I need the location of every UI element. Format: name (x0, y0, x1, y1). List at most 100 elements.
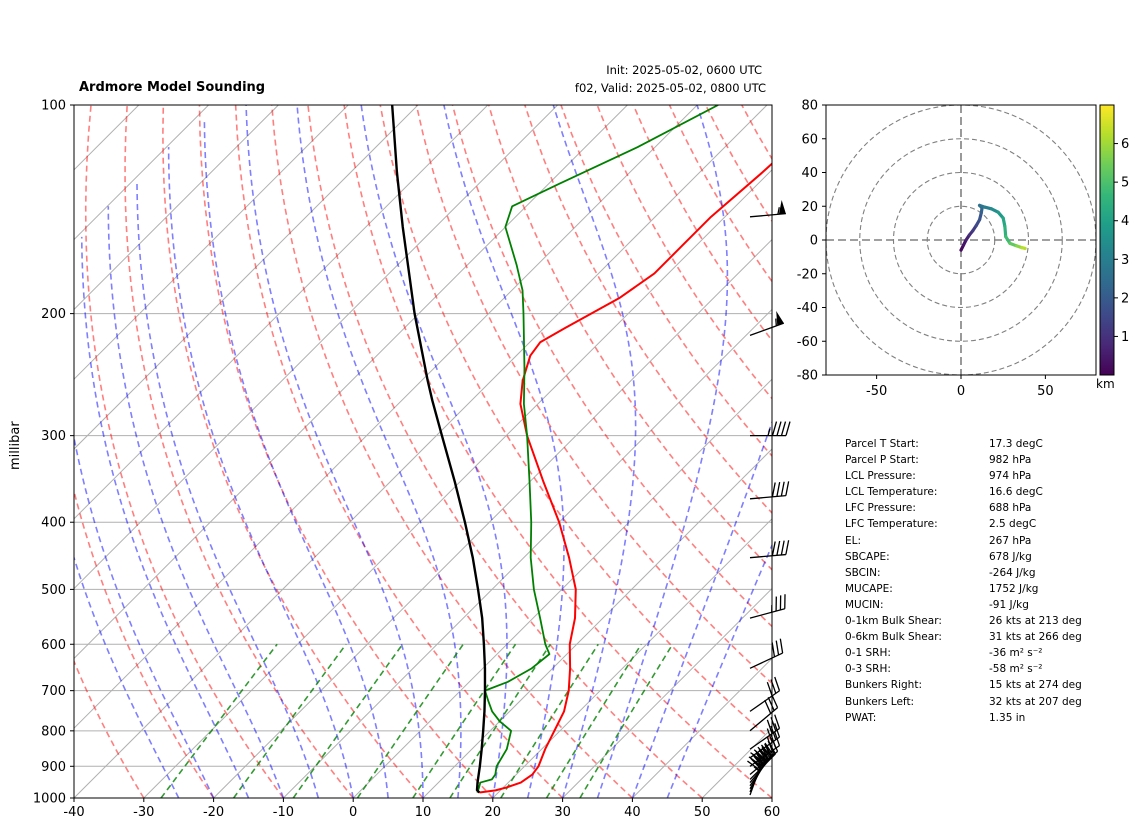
param-value: 1.35 in (989, 711, 1026, 724)
x-tick-label: 50 (694, 805, 711, 820)
y-tick-label: 700 (41, 684, 66, 699)
y-tick-label: 500 (41, 583, 66, 598)
moist-adiabat (296, 105, 462, 798)
mixing-ratio-line (500, 643, 599, 798)
moist-adiabat (74, 433, 215, 798)
hodo-segment (1020, 245, 1027, 251)
wind-barb-full (785, 481, 790, 496)
param-label: 0-6km Bulk Shear: (845, 631, 942, 644)
hodo-y-tick-label: 20 (801, 200, 818, 215)
y-tick-label: 900 (41, 760, 66, 775)
param-label: PWAT: (845, 711, 877, 724)
moist-adiabat (552, 105, 637, 798)
param-value: 17.3 degC (989, 438, 1043, 450)
param-label: Parcel T Start: (845, 438, 919, 450)
param-label: EL: (845, 534, 862, 547)
y-tick-label: 800 (41, 724, 66, 739)
x-tick-label: -30 (133, 805, 154, 820)
param-row: Parcel P Start: 982 hPa (845, 452, 1082, 468)
wind-barb (750, 421, 791, 437)
wind-barb-full (767, 696, 775, 711)
isotherm (74, 105, 279, 311)
isotherm (74, 105, 768, 798)
param-value: 32 kts at 207 deg (989, 695, 1082, 708)
param-label: Bunkers Right: (845, 679, 922, 692)
moist-adiabat (360, 105, 508, 798)
param-label: Bunkers Left: (845, 695, 915, 708)
param-row: SBCIN: -264 J/kg (845, 565, 1082, 581)
x-tick-label: -10 (273, 805, 294, 820)
param-row: 0-3 SRH: -58 m² s⁻² (845, 661, 1082, 677)
param-row: LFC Temperature: 2.5 degC (845, 516, 1082, 532)
param-value: -91 J/kg (989, 598, 1029, 611)
hodo-range-ring (859, 138, 1063, 342)
wind-barb-flag (778, 199, 786, 215)
hodo-x-tick-label: 0 (957, 384, 965, 399)
param-label: Parcel P Start: (845, 454, 919, 467)
param-row: Bunkers Left: 32 kts at 207 deg (845, 694, 1082, 710)
colorbar-tick-label: 5 (1121, 176, 1129, 191)
hodo-plot-area (826, 105, 1096, 375)
wind-barb-half (767, 428, 771, 436)
moist-adiabat (167, 147, 354, 798)
wind-barb-staff (749, 736, 780, 759)
x-tick-label: 40 (624, 805, 641, 820)
param-label: LFC Temperature: (845, 518, 938, 531)
isotherm (74, 105, 349, 380)
hodo-y-tick-label: -60 (797, 335, 818, 350)
param-value: 31 kts at 266 deg (989, 631, 1082, 644)
isotherm (632, 657, 772, 798)
chart-title: Ardmore Model Sounding (79, 80, 266, 95)
colorbar (1099, 104, 1115, 376)
moist-adiabat (203, 119, 389, 798)
y-tick-label: 300 (41, 429, 66, 444)
wind-barb-full (766, 719, 773, 734)
wind-barb-staff (749, 608, 785, 619)
hodo-x-tick-label: 50 (1037, 384, 1054, 399)
param-label: MUCIN: (845, 598, 884, 611)
wind-barb-staff (749, 553, 786, 559)
hodo-y-tick-label: 40 (801, 166, 818, 181)
isotherm (74, 105, 558, 590)
wind-barb-full (775, 640, 780, 656)
wind-barb-full (776, 540, 781, 556)
wind-barb-full (775, 596, 777, 612)
parcel-profile (390, 105, 487, 794)
wind-barb-staff (749, 750, 778, 775)
wind-barb-full (771, 642, 776, 657)
param-label: LCL Temperature: (845, 486, 938, 499)
valid-time: f02, Valid: 2025-05-02, 0800 UTC (574, 81, 766, 95)
hodo-x-tick-label: -50 (866, 384, 887, 399)
x-tick-label: 60 (764, 805, 781, 820)
mixing-ratio-line (545, 643, 642, 798)
colorbar-tick-label: 3 (1121, 253, 1129, 268)
wind-barb (749, 481, 790, 500)
param-value: 974 hPa (989, 470, 1032, 483)
wind-barb-full (774, 676, 781, 691)
wind-barb-full (766, 681, 773, 697)
y-axis-label: millibar (8, 421, 23, 470)
param-row: MUCAPE: 1752 J/kg (845, 581, 1082, 597)
hodo-segment (1003, 224, 1008, 239)
y-tick-label: 200 (41, 307, 66, 322)
wind-barb-staff (749, 753, 776, 780)
wind-barb-full (771, 541, 776, 556)
param-row: 0-6km Bulk Shear: 31 kts at 266 deg (845, 629, 1082, 645)
wind-barb-staff (749, 495, 786, 500)
param-value: 2.5 degC (989, 518, 1037, 531)
moist-adiabat (631, 419, 772, 798)
param-row: 0-1km Bulk Shear: 26 kts at 213 deg (845, 613, 1082, 629)
dry-adiabat (162, 105, 424, 798)
wind-barb (749, 310, 785, 337)
wind-barb-full (761, 747, 770, 761)
wind-barb-staff (749, 690, 780, 712)
wind-barb-staff (749, 707, 778, 732)
hodo-y-tick-label: -20 (797, 267, 818, 282)
isotherm (143, 169, 772, 798)
param-value: 15 kts at 274 deg (989, 679, 1082, 692)
isotherm (213, 238, 772, 798)
wind-barb (749, 540, 790, 559)
dry-adiabat (307, 105, 703, 798)
wind-barb-full (750, 758, 762, 770)
